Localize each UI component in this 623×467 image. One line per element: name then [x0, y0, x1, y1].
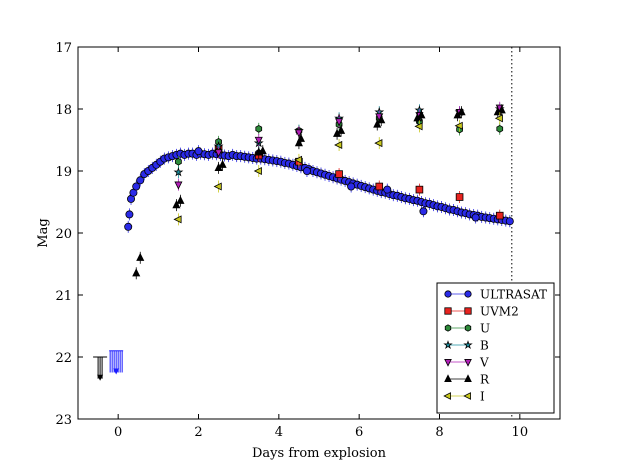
legend-label: UVM2	[480, 305, 519, 319]
point-v	[214, 149, 223, 158]
point-r	[258, 146, 267, 155]
point-r	[377, 115, 386, 124]
x-tick-label: 4	[275, 425, 283, 440]
legend-item-ultrasat: ULTRASAT	[444, 288, 547, 302]
legend-marker	[443, 340, 453, 349]
point-uvm2	[495, 211, 504, 220]
legend-marker	[444, 307, 452, 315]
point-ultrasat	[419, 207, 428, 216]
legend-marker	[463, 340, 473, 349]
y-tick-label: 18	[55, 103, 72, 118]
legend-item-v: V	[444, 356, 489, 370]
point-r	[136, 252, 145, 261]
point-r	[497, 105, 506, 114]
legend-marker	[463, 392, 471, 400]
y-axis-label: Mag	[36, 218, 51, 247]
point-r	[176, 195, 185, 204]
y-tick-label: 17	[55, 41, 72, 56]
x-tick-label: 0	[114, 425, 122, 440]
legend-item-b: B	[443, 339, 489, 353]
point-r	[218, 159, 227, 168]
legend-item-uvm2: UVM2	[444, 305, 519, 319]
point-ultrasat	[136, 176, 145, 185]
point-i	[454, 121, 463, 130]
upper-limit-arrowhead	[113, 368, 120, 375]
legend-marker	[443, 392, 451, 400]
point-i	[334, 140, 343, 150]
y-tick-label: 23	[55, 413, 72, 428]
point-u	[175, 157, 182, 166]
point-uvm2	[415, 185, 424, 194]
legend-item-u: U	[444, 322, 490, 336]
point-r	[296, 133, 305, 142]
point-uvm2	[375, 182, 384, 191]
legend-marker	[444, 359, 452, 367]
point-r	[457, 107, 466, 116]
legend-marker	[464, 324, 472, 332]
point-i	[414, 122, 423, 131]
legend-item-i: I	[443, 390, 485, 404]
point-r	[337, 125, 346, 134]
point-u	[496, 124, 504, 133]
point-ultrasat	[125, 210, 134, 219]
legend-marker	[464, 307, 472, 315]
point-i	[213, 182, 222, 191]
point-ultrasat	[505, 217, 514, 226]
legend-label: B	[480, 339, 489, 353]
x-tick-label: 2	[194, 425, 202, 440]
data-points	[124, 101, 514, 280]
point-r	[132, 268, 141, 277]
legend-label: I	[480, 390, 485, 404]
point-i	[173, 215, 182, 224]
point-i	[374, 139, 383, 148]
y-tick-label: 22	[55, 351, 72, 366]
point-ultrasat	[347, 182, 356, 191]
point-ultrasat	[124, 222, 133, 231]
point-b	[173, 167, 184, 177]
x-tick-label: 8	[435, 425, 443, 440]
point-v	[174, 181, 183, 190]
y-tick-label: 20	[55, 227, 72, 242]
y-tick-label: 19	[55, 165, 72, 180]
legend-marker	[464, 359, 472, 367]
point-i	[253, 166, 262, 176]
legend-box	[436, 282, 555, 414]
point-r	[373, 119, 382, 128]
point-v	[335, 118, 344, 127]
point-ultrasat	[302, 166, 311, 175]
axis-ticks: 0 2 4 6 8 10 17 18 19 20 21 22 23	[55, 41, 560, 440]
point-ultrasat	[383, 185, 392, 194]
plot-area: 0 2 4 6 8 10 17 18 19 20 21 22 23	[55, 41, 561, 440]
point-v	[254, 136, 263, 145]
y-tick-label: 21	[55, 289, 72, 304]
point-ultrasat	[471, 213, 480, 222]
point-uvm2	[455, 193, 464, 201]
legend-marker	[444, 374, 452, 382]
point-ultrasat	[194, 147, 203, 156]
point-i	[494, 114, 503, 123]
legend-label: R	[480, 373, 490, 387]
point-r	[172, 200, 181, 209]
legend-marker	[464, 374, 472, 382]
legend-item-r: R	[444, 373, 490, 387]
x-tick-label: 6	[355, 425, 363, 440]
legend-marker	[444, 290, 452, 298]
legend-marker	[464, 290, 472, 298]
upper-limits	[93, 350, 124, 381]
point-uvm2	[335, 170, 343, 178]
point-r	[417, 110, 426, 119]
legend-label: V	[479, 356, 489, 370]
legend-marker	[444, 324, 452, 332]
x-axis-label: Days from explosion	[252, 446, 387, 461]
upper-limit-arrowhead	[97, 374, 104, 381]
point-u	[255, 124, 263, 133]
x-tick-label: 10	[512, 425, 529, 440]
legend-label: U	[480, 322, 490, 336]
point-ultrasat	[132, 182, 141, 191]
point-i	[293, 155, 303, 164]
legend-label: ULTRASAT	[480, 288, 547, 302]
